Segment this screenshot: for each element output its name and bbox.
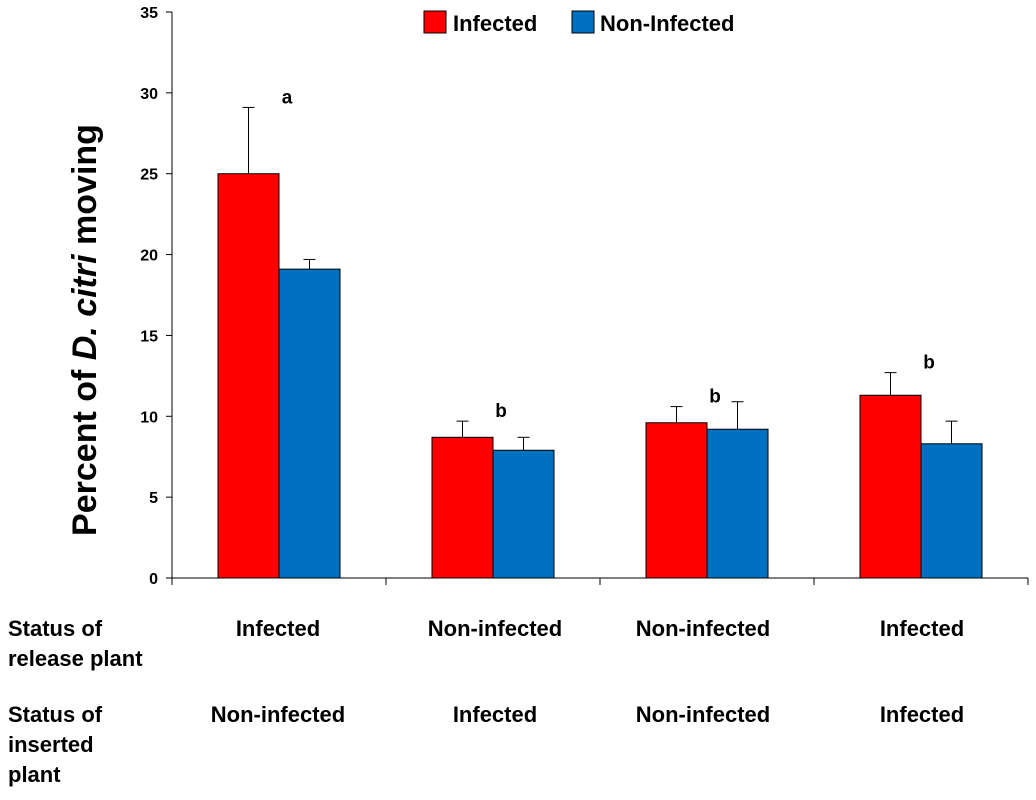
significance-label-4: b (923, 353, 935, 374)
y-tick-label-25: 25 (140, 167, 158, 184)
significance-label-3: b (709, 387, 721, 408)
release-status-2: Non-infected (427, 616, 563, 641)
legend-label-infected: Infected (453, 11, 537, 36)
significance-labels: a b b b (282, 87, 935, 422)
bar-non-infected-3 (706, 428, 769, 579)
y-axis-label-part-2: D. citri (66, 253, 104, 360)
axes-layer: 0 5 10 15 20 25 30 35 (140, 5, 1029, 588)
inserted-row-label-line-3: plant (8, 762, 61, 787)
release-status-1: Infected (235, 616, 321, 641)
inserted-status-2: Infected (452, 702, 538, 727)
significance-label-2: b (495, 401, 507, 422)
y-tick-label-15: 15 (140, 328, 158, 345)
bar-non-infected-4 (920, 443, 983, 579)
bar-infected-3 (645, 422, 708, 579)
y-axis-label: Percent of D. citri moving (66, 124, 104, 536)
legend: Infected Non-Infected (423, 10, 734, 36)
bar-non-infected-1 (278, 268, 341, 579)
legend-label-non-infected: Non-Infected (600, 11, 734, 36)
y-tick-label-35: 35 (140, 5, 158, 22)
y-tick-label-10: 10 (140, 409, 158, 426)
y-tick-label-20: 20 (140, 248, 158, 265)
y-axis-label-part-1: Percent of (66, 360, 104, 536)
inserted-row-label-line-1: Status of (8, 702, 103, 727)
legend-swatch-non-infected (571, 10, 595, 34)
y-tick-label-0: 0 (149, 571, 158, 588)
release-status-4: Infected (879, 616, 965, 641)
bar-infected-2 (431, 436, 494, 579)
error-bars-layer (242, 106, 958, 451)
inserted-row-label: Status of inserted plant (8, 700, 102, 790)
bar-non-infected-2 (492, 449, 555, 579)
release-status-3: Non-infected (635, 616, 771, 641)
inserted-row-label-line-2: inserted (8, 732, 94, 757)
bar-chart: 0 5 10 15 20 25 30 35 a b b b Percent of D. citri … (66, 5, 1029, 588)
release-row-label-line-1: Status of (8, 616, 103, 641)
bar-infected-4 (859, 394, 922, 579)
y-axis-label-part-3: moving (66, 124, 104, 254)
y-tick-label-30: 30 (140, 86, 158, 103)
legend-swatch-infected (423, 10, 447, 34)
y-tick-label-5: 5 (149, 490, 158, 507)
inserted-status-4: Infected (879, 702, 965, 727)
bar-infected-1 (217, 173, 280, 579)
inserted-status-3: Non-infected (635, 702, 771, 727)
release-row-label-line-2: release plant (8, 646, 143, 671)
significance-label-1: a (282, 87, 293, 108)
release-row-label: Status of release plant (8, 614, 143, 674)
bars-layer (217, 173, 983, 579)
inserted-status-1: Non-infected (210, 702, 346, 727)
